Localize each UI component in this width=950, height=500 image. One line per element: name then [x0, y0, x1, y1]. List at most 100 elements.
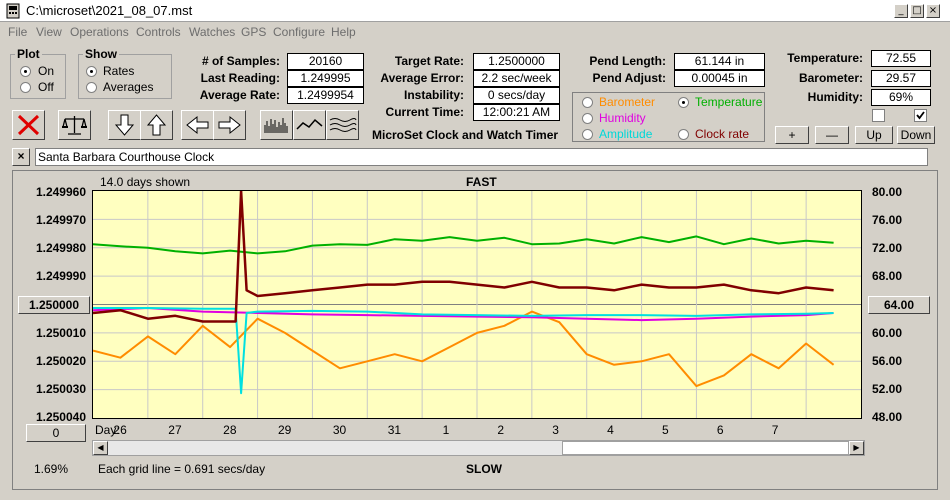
- x-tick-label: 31: [387, 423, 402, 437]
- humidity-radio[interactable]: [582, 113, 593, 124]
- humidity-option-label: Humidity: [599, 111, 646, 125]
- current-time-field: 12:00:21 AM: [473, 104, 560, 121]
- y-right-tick: 80.00: [872, 185, 903, 199]
- temperature-option-label: Temperature: [695, 95, 763, 109]
- minus-button[interactable]: —: [815, 126, 849, 144]
- show-averages-radio[interactable]: [86, 82, 97, 93]
- arrow-right-icon: [218, 115, 241, 135]
- right-value-button[interactable]: 64.00: [868, 296, 930, 314]
- minimize-button[interactable]: _: [894, 4, 908, 18]
- menu-watches[interactable]: Watches: [189, 25, 236, 39]
- y-right-tick: 60.00: [872, 326, 903, 340]
- scroll-thumb[interactable]: [562, 441, 849, 455]
- plot-off-radio[interactable]: [20, 82, 31, 93]
- y-left-tick: 1.250040: [35, 410, 86, 424]
- last-reading-label: Last Reading:: [200, 71, 280, 85]
- x-tick-label: 6: [716, 423, 724, 437]
- up-button[interactable]: Up: [855, 126, 893, 144]
- grid-note-label: Each grid line = 0.691 secs/day: [98, 462, 266, 476]
- smooth-view-button[interactable]: [326, 110, 359, 140]
- close-button[interactable]: ×: [926, 4, 940, 18]
- clock-rate-option-label: Clock rate: [695, 127, 750, 141]
- clear-name-button[interactable]: ×: [12, 148, 30, 166]
- clock-rate-radio[interactable]: [678, 129, 689, 140]
- title-bar: C:\microset\2021_08_07.mst _ □ ×: [0, 0, 950, 22]
- checkbox-left[interactable]: [872, 109, 885, 122]
- y-left-tick: 1.250010: [35, 326, 86, 340]
- menu-file[interactable]: File: [8, 25, 28, 39]
- bar-graph-icon: [264, 118, 288, 133]
- y-right-tick: 48.00: [872, 410, 903, 424]
- slow-label: SLOW: [466, 462, 502, 476]
- menu-gps[interactable]: GPS: [241, 25, 267, 39]
- amplitude-option-label: Amplitude: [599, 127, 653, 141]
- menu-help[interactable]: Help: [331, 25, 356, 39]
- menu-configure[interactable]: Configure: [273, 25, 326, 39]
- app-title: MicroSet Clock and Watch Timer: [372, 128, 559, 142]
- temperature-label: Temperature:: [787, 51, 863, 65]
- wave-line-icon: [296, 118, 323, 130]
- scale-up-button[interactable]: [140, 110, 173, 140]
- pend-adjust-field: 0.00045 in: [674, 70, 765, 87]
- clock-name-field[interactable]: Santa Barbara Courthouse Clock: [35, 148, 928, 166]
- plot-on-radio[interactable]: [20, 66, 31, 77]
- menu-view[interactable]: View: [36, 25, 62, 39]
- current-time-label: Current Time:: [385, 105, 464, 119]
- left-value-button[interactable]: 1.250000: [18, 296, 90, 314]
- humidity-field: 69%: [871, 89, 931, 106]
- target-rate-label: Target Rate:: [394, 54, 464, 68]
- x-tick-label: 7: [771, 423, 779, 437]
- scroll-left-arrow[interactable]: ◀: [93, 441, 108, 455]
- instability-label: Instability:: [403, 88, 464, 102]
- amplitude-radio[interactable]: [582, 129, 593, 140]
- plot-group-legend: Plot: [17, 47, 40, 61]
- target-rate-field: 1.2500000: [473, 53, 560, 70]
- bar-view-button[interactable]: [260, 110, 293, 140]
- red-x-icon: [17, 114, 40, 136]
- checkbox-right[interactable]: [914, 109, 927, 122]
- pend-length-field: 61.144 in: [674, 53, 765, 70]
- average-error-field: 2.2 sec/week: [473, 70, 560, 87]
- stop-button[interactable]: [12, 110, 45, 140]
- app-icon: [6, 3, 20, 19]
- show-group-legend: Show: [85, 47, 117, 61]
- humidity-label: Humidity:: [807, 90, 863, 104]
- x-axis-label: Day:: [95, 423, 120, 437]
- fast-label: FAST: [466, 175, 497, 189]
- scroll-right-button[interactable]: [213, 110, 246, 140]
- barometer-radio[interactable]: [582, 97, 593, 108]
- plus-button[interactable]: +: [775, 126, 809, 144]
- show-rates-radio[interactable]: [86, 66, 97, 77]
- scale-down-button[interactable]: [108, 110, 141, 140]
- days-shown-label: 14.0 days shown: [100, 175, 191, 189]
- x-tick-label: 26: [113, 423, 127, 437]
- scroll-left-button[interactable]: [181, 110, 214, 140]
- checkmark-icon: [916, 111, 925, 120]
- series-line-humidity: [93, 307, 834, 322]
- offset-button[interactable]: 0: [26, 424, 86, 442]
- plot-area[interactable]: [92, 190, 862, 419]
- y-left-tick: 1.249990: [35, 269, 86, 283]
- arrow-up-icon: [146, 114, 167, 136]
- y-left-tick: 1.249960: [35, 185, 86, 199]
- show-rates-label: Rates: [103, 64, 135, 78]
- scroll-right-arrow[interactable]: ▶: [849, 441, 864, 455]
- plot-on-label: On: [38, 64, 55, 78]
- instability-field: 0 secs/day: [473, 87, 560, 104]
- barometer-option-label: Barometer: [599, 95, 656, 109]
- maximize-button[interactable]: □: [910, 4, 924, 18]
- line-view-button[interactable]: [293, 110, 326, 140]
- down-button[interactable]: Down: [897, 126, 935, 144]
- menu-controls[interactable]: Controls: [136, 25, 181, 39]
- series-select-panel: [572, 92, 765, 142]
- x-tick-label: 30: [332, 423, 347, 437]
- time-scrollbar[interactable]: ◀ ▶: [92, 440, 865, 456]
- last-reading-field: 1.249995: [287, 70, 364, 87]
- balance-button[interactable]: [58, 110, 91, 140]
- menu-operations[interactable]: Operations: [70, 25, 129, 39]
- temperature-radio[interactable]: [678, 97, 689, 108]
- window-title: C:\microset\2021_08_07.mst: [26, 3, 193, 18]
- arrow-left-icon: [186, 115, 209, 135]
- series-line-amplitude: [93, 307, 834, 395]
- x-tick-label: 27: [168, 423, 182, 437]
